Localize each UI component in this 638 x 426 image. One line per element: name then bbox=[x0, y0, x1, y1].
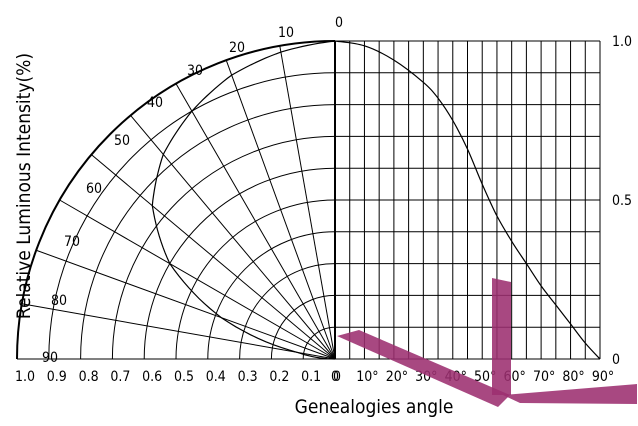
polar-ring bbox=[16, 40, 336, 360]
angle-tick-label: 20 bbox=[229, 40, 245, 56]
angle-tick-label: 40 bbox=[147, 95, 163, 111]
y-tick-label: 1.0 bbox=[612, 34, 632, 50]
radius-tick-label: 0 bbox=[333, 369, 341, 385]
angle-tick-label: 90 bbox=[42, 350, 58, 366]
polar-ring bbox=[48, 72, 336, 360]
radius-tick-label: 1.0 bbox=[15, 369, 35, 385]
radius-tick-label: 0.8 bbox=[79, 369, 99, 385]
x-tick-label: 70° bbox=[533, 369, 555, 385]
y-tick-label: 0.5 bbox=[612, 193, 632, 209]
watermark-logo bbox=[337, 278, 637, 407]
polar-ring bbox=[111, 135, 336, 360]
rect-series-line bbox=[334, 40, 601, 360]
curves bbox=[151, 40, 601, 360]
x-tick-label: 10° bbox=[356, 369, 378, 385]
polar-ring bbox=[143, 167, 336, 360]
polar-spoke bbox=[59, 199, 336, 360]
y-tick-label: 0 bbox=[612, 352, 620, 368]
angle-tick-label: 30 bbox=[187, 63, 203, 79]
angle-tick-label: 0 bbox=[335, 15, 343, 31]
labels: 0 10 20 30 40 50 60 70 80 90 1.0 0.9 0.8 0.7 0.6 0.5 0.4… bbox=[13, 15, 632, 418]
polar-ring bbox=[207, 231, 336, 360]
polar-ring bbox=[175, 199, 336, 360]
angle-tick-label: 50 bbox=[114, 133, 130, 149]
polar-spoke bbox=[130, 115, 336, 360]
x-axis-title: Genealogies angle bbox=[295, 396, 454, 418]
angle-tick-label: 80 bbox=[51, 293, 67, 309]
polar-spoke bbox=[21, 303, 336, 360]
radius-tick-label: 0.6 bbox=[142, 369, 162, 385]
y-axis-title: Relative Luminous Intensity(%) bbox=[13, 53, 35, 319]
x-tick-label: 80° bbox=[562, 369, 584, 385]
angle-tick-label: 70 bbox=[64, 234, 80, 250]
radius-tick-label: 0.1 bbox=[301, 369, 321, 385]
polar-spoke bbox=[175, 83, 336, 360]
polar-spoke bbox=[225, 60, 336, 360]
polar-spoke bbox=[36, 249, 336, 360]
polar-ring bbox=[80, 104, 336, 360]
x-tick-label: 90° bbox=[592, 369, 614, 385]
rect-grid bbox=[334, 40, 601, 360]
radius-tick-label: 0.4 bbox=[206, 369, 226, 385]
polar-ring bbox=[239, 263, 336, 360]
angle-tick-label: 60 bbox=[86, 181, 102, 197]
polar-spoke bbox=[279, 45, 336, 360]
radius-tick-label: 0.7 bbox=[110, 369, 130, 385]
x-tick-label: 50° bbox=[474, 369, 496, 385]
polar-spoke bbox=[91, 154, 336, 360]
polar-grid bbox=[16, 40, 336, 360]
polar-series-line bbox=[151, 40, 336, 360]
x-tick-label: 0 bbox=[331, 369, 339, 385]
polar-ring bbox=[270, 294, 336, 360]
radius-tick-label: 0.3 bbox=[238, 369, 258, 385]
radius-tick-label: 0.9 bbox=[47, 369, 67, 385]
x-tick-label: 20° bbox=[386, 369, 408, 385]
radius-tick-label: 0.2 bbox=[269, 369, 289, 385]
radius-tick-label: 0.5 bbox=[174, 369, 194, 385]
angle-tick-label: 10 bbox=[278, 25, 294, 41]
